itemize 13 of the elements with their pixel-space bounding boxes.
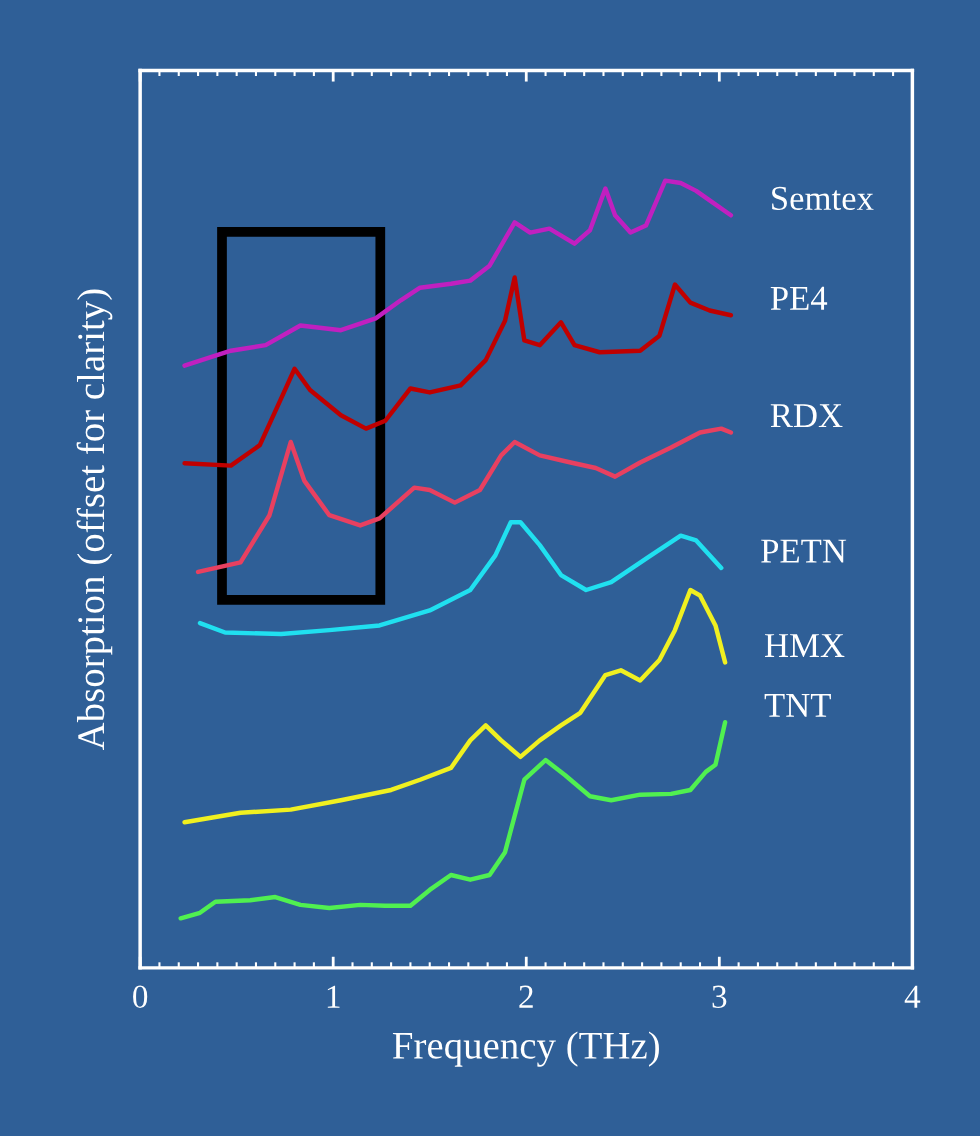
y-axis-title: Absorption (offset for clarity) — [76, 289, 113, 751]
x-tick-label: 2 — [519, 985, 533, 1008]
x-tick-label: 4 — [904, 985, 921, 1008]
series-label: Semtex — [772, 186, 874, 211]
x-axis-title: Frequency (THz) — [392, 1031, 659, 1067]
series-label: PETN — [761, 539, 847, 563]
x-tick-label: 0 — [133, 985, 148, 1008]
series-label: TNT — [764, 693, 831, 717]
x-tick-label: 3 — [712, 985, 727, 1008]
series-label: RDX — [770, 404, 843, 428]
x-tick-label: 1 — [327, 985, 340, 1008]
series-label: HMX — [765, 634, 845, 657]
series-label: PE4 — [770, 286, 828, 310]
